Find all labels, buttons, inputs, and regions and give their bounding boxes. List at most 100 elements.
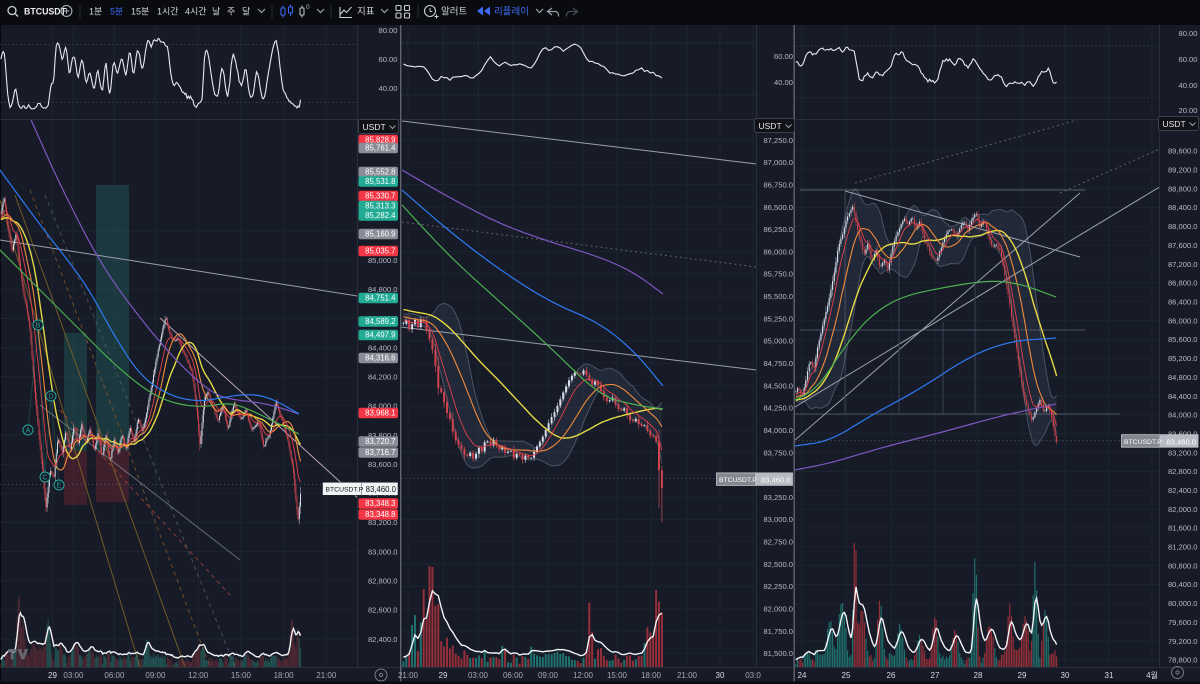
svg-text:60.00: 60.00 xyxy=(1178,55,1197,64)
svg-text:82,800.0: 82,800.0 xyxy=(368,577,398,586)
svg-text:1시간: 1시간 xyxy=(157,7,179,17)
svg-text:86,400.0: 86,400.0 xyxy=(1168,298,1198,307)
svg-text:85,000.0: 85,000.0 xyxy=(763,337,793,346)
svg-text:BTCUSDT.P: BTCUSDT.P xyxy=(719,477,757,484)
svg-text:80,400.0: 80,400.0 xyxy=(1168,580,1198,589)
svg-text:30: 30 xyxy=(1061,671,1070,680)
svg-text:B: B xyxy=(36,323,41,330)
svg-text:84,400.0: 84,400.0 xyxy=(368,343,398,352)
svg-text:09:00: 09:00 xyxy=(145,671,166,680)
svg-text:83,000.0: 83,000.0 xyxy=(763,515,793,524)
svg-text:82,500.0: 82,500.0 xyxy=(763,560,793,569)
svg-text:D: D xyxy=(48,394,53,401)
svg-text:85,761.4: 85,761.4 xyxy=(365,144,396,153)
svg-text:06:00: 06:00 xyxy=(104,671,125,680)
svg-text:85,282.4: 85,282.4 xyxy=(365,211,396,220)
svg-text:84,750.0: 84,750.0 xyxy=(763,359,793,368)
svg-text:83,460.0: 83,460.0 xyxy=(761,476,791,485)
svg-text:18:00: 18:00 xyxy=(274,671,295,680)
svg-text:60.00: 60.00 xyxy=(774,52,793,61)
svg-text:88,400.0: 88,400.0 xyxy=(1168,203,1198,212)
svg-text:달: 달 xyxy=(242,6,250,17)
svg-text:12:00: 12:00 xyxy=(573,671,594,680)
svg-text:88,800.0: 88,800.0 xyxy=(1168,184,1198,193)
svg-text:86,800.0: 86,800.0 xyxy=(1168,279,1198,288)
svg-text:알러트: 알러트 xyxy=(441,7,467,18)
svg-text:12:00: 12:00 xyxy=(188,671,209,680)
svg-text:83,750.0: 83,750.0 xyxy=(763,448,793,457)
svg-text:80,000.0: 80,000.0 xyxy=(1168,599,1198,608)
svg-text:84,589.2: 84,589.2 xyxy=(365,317,395,326)
svg-text:84,200.0: 84,200.0 xyxy=(368,373,398,382)
svg-text:81,600.0: 81,600.0 xyxy=(1168,524,1198,533)
svg-text:82,750.0: 82,750.0 xyxy=(763,538,793,547)
svg-text:88,000.0: 88,000.0 xyxy=(1168,222,1198,231)
svg-text:84,000.0: 84,000.0 xyxy=(368,402,398,411)
svg-text:06:00: 06:00 xyxy=(503,671,524,680)
svg-text:85,250.0: 85,250.0 xyxy=(763,314,793,323)
svg-text:24: 24 xyxy=(798,671,807,680)
svg-text:83,720.7: 83,720.7 xyxy=(365,437,395,446)
svg-text:82,000.0: 82,000.0 xyxy=(1168,505,1198,514)
svg-text:25: 25 xyxy=(842,671,851,680)
svg-text:4시간: 4시간 xyxy=(185,7,207,17)
svg-text:15분: 15분 xyxy=(131,7,149,17)
svg-text:21:00: 21:00 xyxy=(316,671,337,680)
svg-text:USDT: USDT xyxy=(759,121,782,131)
svg-text:86,000.0: 86,000.0 xyxy=(763,247,793,256)
svg-text:84,000.0: 84,000.0 xyxy=(763,426,793,435)
svg-text:83,250.0: 83,250.0 xyxy=(763,493,793,502)
svg-text:84,250.0: 84,250.0 xyxy=(763,404,793,413)
svg-text:지표: 지표 xyxy=(357,7,375,18)
svg-text:15:00: 15:00 xyxy=(231,671,252,680)
svg-text:85,531.8: 85,531.8 xyxy=(365,177,395,186)
svg-text:84,316.6: 84,316.6 xyxy=(365,354,395,363)
svg-text:83,968.1: 83,968.1 xyxy=(365,409,395,418)
svg-text:86,000.0: 86,000.0 xyxy=(1168,316,1198,325)
svg-text:87,250.0: 87,250.0 xyxy=(763,136,793,145)
svg-text:60.00: 60.00 xyxy=(378,55,397,64)
svg-text:18:00: 18:00 xyxy=(641,671,662,680)
svg-text:0: 0 xyxy=(306,4,310,11)
svg-text:A: A xyxy=(26,428,31,435)
svg-text:80.00: 80.00 xyxy=(1178,29,1197,38)
svg-text:81,500.0: 81,500.0 xyxy=(763,649,793,658)
svg-text:84,497.9: 84,497.9 xyxy=(365,331,395,340)
svg-text:BTCUSDT.P: BTCUSDT.P xyxy=(326,487,364,494)
svg-text:85,330.7: 85,330.7 xyxy=(365,192,395,201)
svg-text:83,716.7: 83,716.7 xyxy=(365,448,395,457)
svg-text:85,313.3: 85,313.3 xyxy=(365,202,395,211)
svg-text:78,800.0: 78,800.0 xyxy=(1168,656,1198,665)
svg-text:79,200.0: 79,200.0 xyxy=(1168,637,1198,646)
svg-text:80.00: 80.00 xyxy=(378,26,397,35)
svg-text:날: 날 xyxy=(212,7,220,17)
svg-text:86,750.0: 86,750.0 xyxy=(763,180,793,189)
svg-text:83,600.0: 83,600.0 xyxy=(368,460,398,469)
svg-text:85,552.8: 85,552.8 xyxy=(365,168,395,177)
svg-text:86,500.0: 86,500.0 xyxy=(763,203,793,212)
svg-text:03:00: 03:00 xyxy=(468,671,489,680)
svg-text:84,751.4: 84,751.4 xyxy=(365,294,396,303)
svg-text:83,800.0: 83,800.0 xyxy=(368,431,398,440)
svg-text:83,200.0: 83,200.0 xyxy=(368,518,398,527)
svg-text:1분: 1분 xyxy=(89,7,102,17)
svg-text:85,160.9: 85,160.9 xyxy=(365,230,395,239)
svg-text:85,035.7: 85,035.7 xyxy=(365,247,395,256)
svg-text:85,000.0: 85,000.0 xyxy=(368,256,398,265)
svg-text:03:0: 03:0 xyxy=(745,671,761,680)
svg-text:89,200.0: 89,200.0 xyxy=(1168,166,1198,175)
svg-text:87,000.0: 87,000.0 xyxy=(763,158,793,167)
svg-text:84,500.0: 84,500.0 xyxy=(763,381,793,390)
svg-text:79,600.0: 79,600.0 xyxy=(1168,618,1198,627)
svg-text:E: E xyxy=(57,483,62,490)
svg-text:82,000.0: 82,000.0 xyxy=(763,605,793,614)
svg-text:83,348.8: 83,348.8 xyxy=(365,510,395,519)
svg-text:C: C xyxy=(42,475,47,482)
svg-text:87,600.0: 87,600.0 xyxy=(1168,241,1198,250)
svg-text:15:00: 15:00 xyxy=(607,671,628,680)
svg-text:81,200.0: 81,200.0 xyxy=(1168,543,1198,552)
svg-text:BTCUSDT.P: BTCUSDT.P xyxy=(1124,439,1162,446)
svg-text:87,200.0: 87,200.0 xyxy=(1168,260,1198,269)
svg-text:83,460.0: 83,460.0 xyxy=(1166,437,1196,446)
svg-text:40.00: 40.00 xyxy=(774,78,793,87)
